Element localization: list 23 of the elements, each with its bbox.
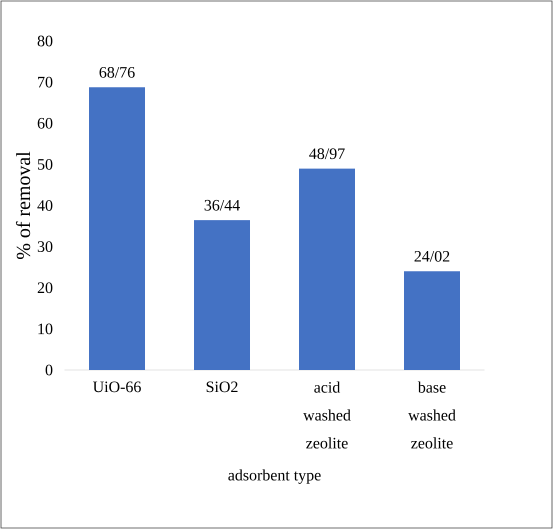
bar [194,220,250,370]
x-tick-label: base washed zeolite [408,381,456,449]
y-tick-label: 80 [38,36,52,46]
y-axis-title: % of removal [16,152,30,260]
y-tick-label: 10 [38,323,52,334]
x-tick-label: acid washed zeolite [303,381,351,449]
data-label: 48/97 [309,148,345,160]
y-tick-label: 20 [38,282,52,294]
bar [299,168,356,370]
x-axis-title: adsorbent type [228,469,321,484]
x-tick-label: SiO2 [206,382,238,392]
y-tick-label: 70 [38,76,52,88]
x-tick-label: UiO-66 [92,382,141,392]
data-label: 24/02 [414,250,450,262]
y-tick-label: 60 [38,118,52,129]
bar [404,271,460,370]
y-tick-label: 30 [38,241,52,252]
data-label: 68/76 [100,66,135,78]
y-tick-label: 50 [38,158,52,170]
bar [89,87,146,370]
y-tick-label: 40 [37,200,52,211]
data-label: 36/44 [204,200,240,211]
y-tick-label: 0 [46,364,52,376]
